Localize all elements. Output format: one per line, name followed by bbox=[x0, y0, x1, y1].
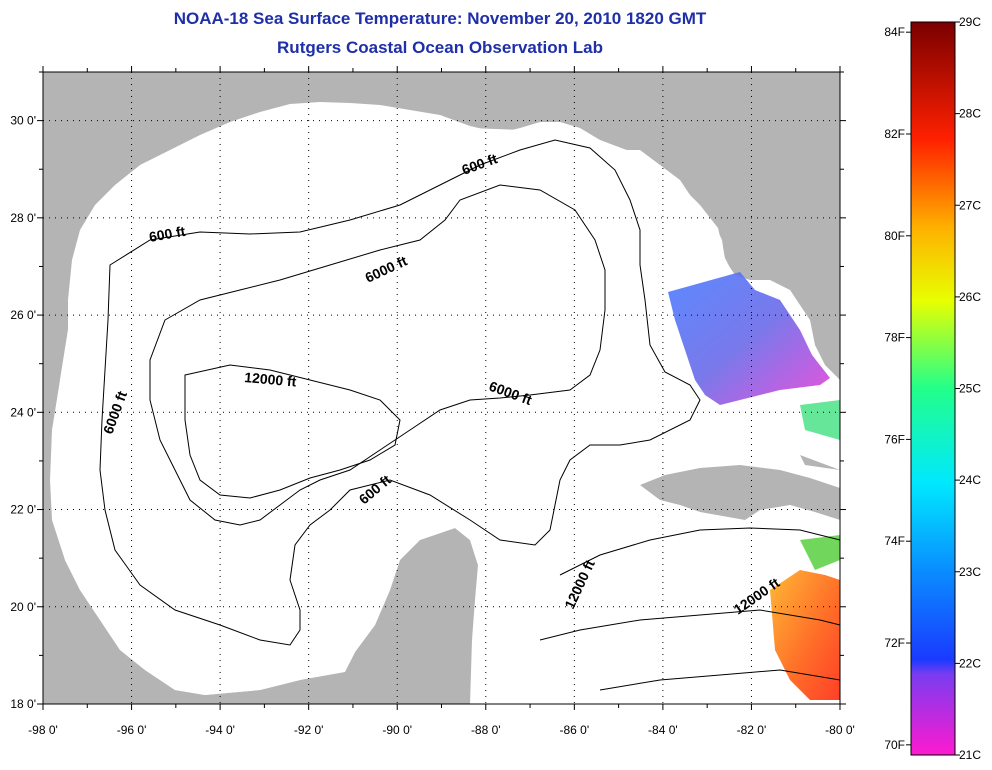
colorbar-label-fahrenheit: 76F bbox=[884, 432, 905, 446]
colorbar-label-celsius: 27C bbox=[959, 198, 981, 212]
lat-tick-label: 30 0' bbox=[10, 114, 36, 128]
colorbar-labels: 29C 28C 27C 26C 25C 24C 23C 22C 21C 84F 82F 80F 78F 7… bbox=[884, 15, 981, 762]
sst-florida-keys bbox=[800, 400, 840, 440]
lon-tick-label: -92 0' bbox=[294, 723, 324, 737]
contour-12000ft-caribbean bbox=[539, 527, 841, 691]
colorbar-label-fahrenheit: 72F bbox=[884, 636, 905, 650]
colorbar-label-fahrenheit: 78F bbox=[884, 331, 905, 345]
contour-600ft bbox=[99, 139, 701, 646]
lat-tick-label: 20 0' bbox=[10, 600, 36, 614]
colorbar-label-fahrenheit: 74F bbox=[884, 534, 905, 548]
lat-tick-label: 22 0' bbox=[10, 503, 36, 517]
lon-tick-label: -94 0' bbox=[205, 723, 235, 737]
sst-florida-patch bbox=[668, 272, 830, 405]
gulf-water bbox=[52, 108, 840, 695]
colorbar-label-celsius: 29C bbox=[959, 15, 981, 29]
colorbar-label-celsius: 21C bbox=[959, 748, 981, 762]
sst-caribbean-patch bbox=[770, 570, 840, 700]
colorbar-label-celsius: 26C bbox=[959, 290, 981, 304]
lon-tick-label: -80 0' bbox=[825, 723, 855, 737]
sst-data bbox=[668, 272, 840, 700]
colorbar-label-celsius: 28C bbox=[959, 107, 981, 121]
caribbean-water bbox=[480, 500, 840, 704]
colorbar-label-fahrenheit: 84F bbox=[884, 25, 905, 39]
map-title: NOAA-18 Sea Surface Temperature: Novembe… bbox=[173, 9, 707, 28]
us-gulf-coast bbox=[43, 72, 680, 704]
map-subtitle: Rutgers Coastal Ocean Observation Lab bbox=[277, 38, 603, 57]
lon-tick-label: -98 0' bbox=[28, 723, 58, 737]
colorbar-label-celsius: 22C bbox=[959, 656, 981, 670]
lat-tick-label: 24 0' bbox=[10, 405, 36, 419]
cuba-island bbox=[640, 465, 840, 520]
lon-tick-label: -90 0' bbox=[382, 723, 412, 737]
contour-12000ft bbox=[184, 364, 401, 499]
colorbar-label-celsius: 23C bbox=[959, 565, 981, 579]
lat-tick-label: 18 0' bbox=[10, 697, 36, 711]
lat-tick-label: 26 0' bbox=[10, 308, 36, 322]
lat-tick-label: 28 0' bbox=[10, 211, 36, 225]
contour-6000ft bbox=[149, 184, 606, 526]
lon-tick-label: -84 0' bbox=[648, 723, 678, 737]
graticule bbox=[43, 72, 840, 704]
colorbar bbox=[910, 21, 956, 756]
colorbar-label-fahrenheit: 80F bbox=[884, 229, 905, 243]
colorbar-label-celsius: 24C bbox=[959, 473, 981, 487]
axis-ticks bbox=[37, 66, 846, 710]
colorbar-label-fahrenheit: 82F bbox=[884, 127, 905, 141]
bathymetry-contours bbox=[99, 139, 841, 691]
lon-tick-label: -82 0' bbox=[737, 723, 767, 737]
sst-cuba-patch bbox=[800, 535, 840, 570]
yucatan-peninsula bbox=[345, 528, 478, 704]
lon-tick-label: -96 0' bbox=[117, 723, 147, 737]
contour-label-12000-center: 12000 ft bbox=[244, 369, 298, 390]
colorbar-label-fahrenheit: 70F bbox=[884, 738, 905, 752]
lon-tick-label: -86 0' bbox=[560, 723, 590, 737]
florida-peninsula bbox=[680, 72, 840, 380]
colorbar-label-celsius: 25C bbox=[959, 382, 981, 396]
lon-tick-label: -88 0' bbox=[471, 723, 501, 737]
colorbar-ticks bbox=[906, 21, 960, 756]
contour-label-600-west: 600 ft bbox=[148, 223, 187, 245]
axis-tick-labels: -98 0' -96 0' -94 0' -92 0' -90 0' -88 0' -86 … bbox=[10, 114, 854, 737]
